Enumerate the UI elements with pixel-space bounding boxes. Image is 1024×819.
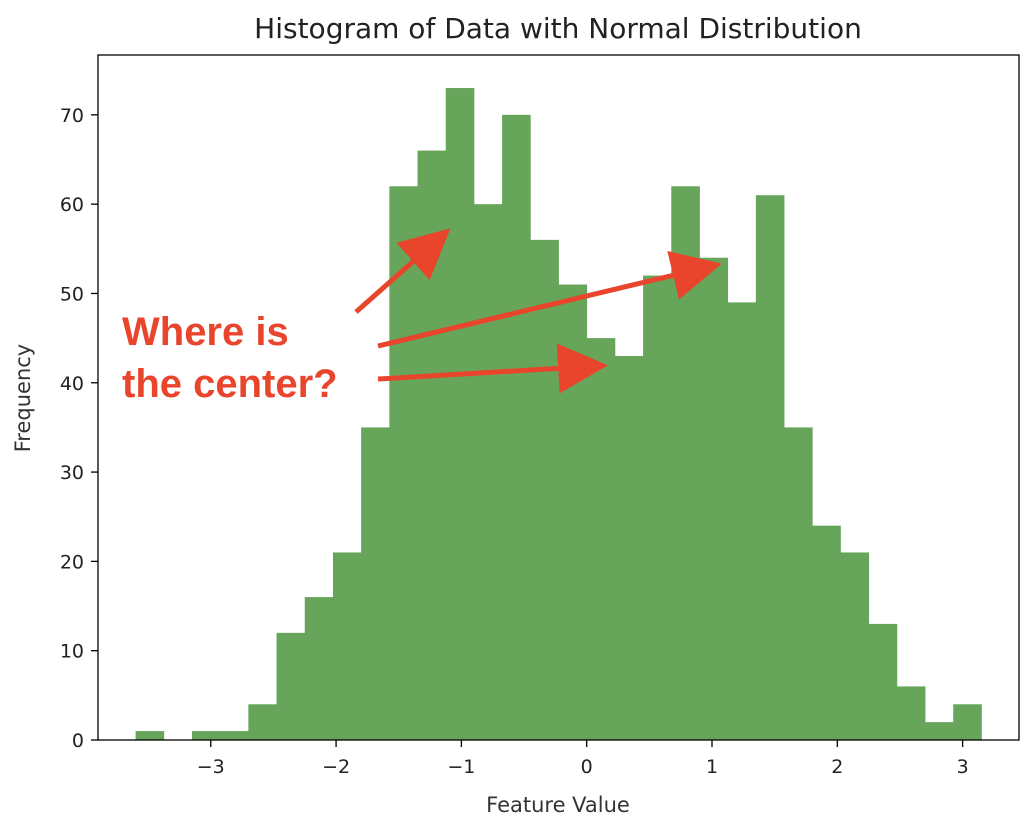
histogram-bar [220,731,249,740]
annotation: Where is the center? [122,228,722,406]
x-tick-label: 2 [831,756,843,778]
histogram-bar [191,731,221,740]
x-tick-label: 3 [957,756,969,778]
histogram-bar [896,686,926,740]
y-tick-label: 60 [60,194,84,216]
histogram-bar [473,204,503,741]
y-axis-label: Frequency [11,344,35,453]
y-tick-label: 50 [60,283,84,305]
histogram-bar [755,195,785,741]
histogram-bar [925,722,954,740]
histogram-bar [276,632,306,740]
plot-frame [97,54,1020,741]
histogram-bar [361,427,390,740]
x-axis-label: Feature Value [486,793,630,817]
histogram-bar [868,623,898,740]
x-tick-label: 0 [581,756,593,778]
histogram-bar [727,302,757,740]
histogram-bar [332,552,362,740]
y-tick-label: 40 [60,373,84,395]
annotation-arrow-3 [377,343,608,394]
histogram-bar [445,88,475,741]
y-tick-label: 10 [60,641,84,663]
histogram-bar [586,338,616,740]
histogram-bar [248,704,277,740]
annotation-arrow-1 [354,228,451,314]
histogram-bar [699,257,729,740]
histogram-bar [784,427,813,740]
x-tick-label: −1 [447,756,475,778]
y-tick-label: 30 [60,462,84,484]
histogram-bar [502,114,531,740]
histogram-bar [135,731,165,740]
x-tick-label: 1 [706,756,718,778]
histogram-bar [614,355,644,740]
annotation-line-1: Where is [122,310,289,354]
annotation-line-2: the center? [122,362,338,406]
histogram-bar [530,239,559,740]
bars-group [135,88,982,741]
histogram-bar [953,704,982,740]
histogram-bar [643,275,672,740]
histogram-bar [304,597,334,740]
y-tick-label: 0 [72,730,84,752]
histogram-bar [558,284,588,740]
y-axis-ticks: 0 10 20 30 40 50 60 70 [60,105,98,752]
histogram-bar [840,552,870,740]
chart-title: Histogram of Data with Normal Distributi… [254,12,862,45]
x-tick-label: −2 [322,756,350,778]
x-tick-label: −3 [197,756,225,778]
annotation-arrow-2 [377,251,722,349]
y-tick-label: 20 [60,551,84,573]
x-axis-ticks: −3 −2 −1 0 1 2 3 [197,740,969,778]
y-tick-label: 70 [60,105,84,127]
histogram-bar [812,525,841,740]
